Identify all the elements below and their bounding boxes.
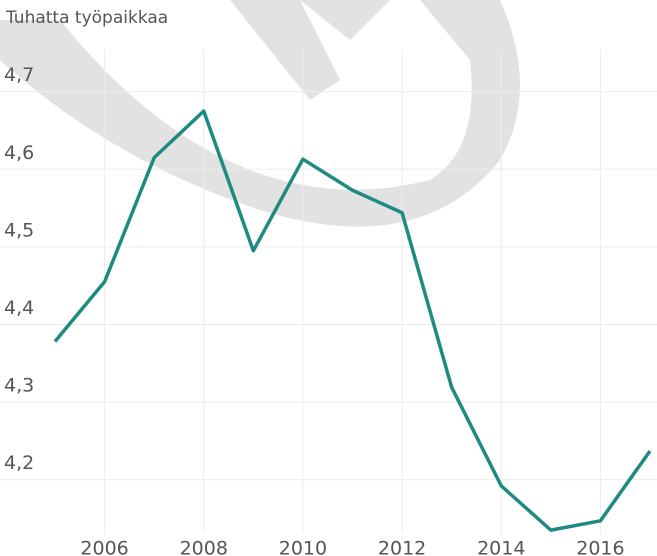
y-tick-label: 4,7 [4,64,34,86]
x-tick-label: 2010 [279,538,327,556]
y-tick-label: 4,6 [4,142,34,164]
x-tick-label: 2006 [80,538,128,556]
y-tick-label: 4,5 [4,219,34,241]
chart-title: Tuhatta työpaikkaa [5,8,168,28]
y-tick-label: 4,4 [4,297,34,319]
x-tick-label: 2008 [180,538,228,556]
watermark [0,0,520,227]
x-tick-label: 2012 [378,538,426,556]
x-tick-label: 2014 [477,538,525,556]
y-tick-label: 4,2 [4,452,34,474]
y-tick-label: 4,3 [4,375,34,397]
x-tick-label: 2016 [576,538,624,556]
line [53,109,652,532]
